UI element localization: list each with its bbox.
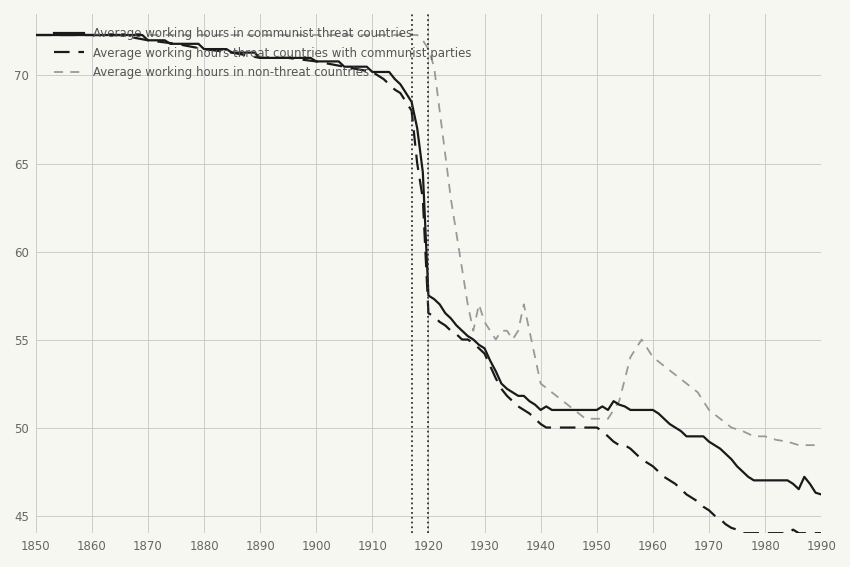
Average working hours threat countries with communist parties (367, 69, 377, 75)
Average working hours threat countries with communist parties (558, 424, 568, 431)
Average working hours in communist threat countries (31, 32, 41, 39)
Average working hours in communist threat countries (698, 433, 708, 440)
Average working hours threat countries with communist parties (406, 107, 416, 114)
Average working hours threat countries with communist parties (31, 32, 41, 39)
Average working hours in communist threat countries (816, 491, 826, 498)
Average working hours in communist threat countries (715, 445, 725, 452)
Line: Average working hours threat countries with communist parties: Average working hours threat countries w… (36, 35, 821, 533)
Average working hours in non-threat countries (805, 442, 815, 448)
Average working hours in non-threat countries (794, 442, 804, 448)
Average working hours in communist threat countries (76, 32, 86, 39)
Average working hours in non-threat countries (417, 37, 428, 44)
Average working hours in non-threat countries (429, 64, 439, 70)
Legend: Average working hours in communist threat countries, Average working hours threa: Average working hours in communist threa… (49, 22, 476, 84)
Average working hours threat countries with communist parties (384, 81, 394, 88)
Average working hours in non-threat countries (603, 416, 613, 422)
Average working hours in non-threat countries (496, 327, 507, 334)
Average working hours threat countries with communist parties (659, 473, 669, 480)
Average working hours in non-threat countries (31, 32, 41, 39)
Average working hours in non-threat countries (485, 327, 496, 334)
Line: Average working hours in communist threat countries: Average working hours in communist threa… (36, 35, 821, 494)
Average working hours in non-threat countries (816, 442, 826, 448)
Line: Average working hours in non-threat countries: Average working hours in non-threat coun… (36, 35, 821, 445)
Average working hours in communist threat countries (37, 32, 47, 39)
Average working hours threat countries with communist parties (710, 512, 720, 519)
Average working hours threat countries with communist parties (816, 530, 826, 536)
Average working hours threat countries with communist parties (738, 530, 748, 536)
Average working hours in communist threat countries (289, 54, 299, 61)
Average working hours in communist threat countries (777, 477, 787, 484)
